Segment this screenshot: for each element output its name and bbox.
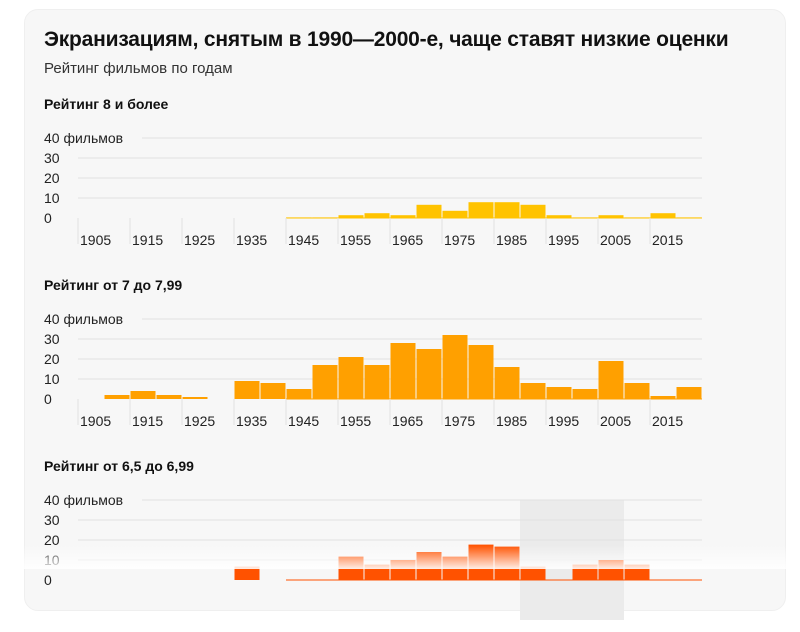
y-tick-label: 40 фильмов xyxy=(44,311,123,327)
chart-rating-8-plus: 0 10 20 30 40 фильмов 1905 1915 1925 1935 1945 195… xyxy=(44,130,702,248)
bar-1945 xyxy=(312,365,338,399)
chart-rating-7-to-799: 0 10 20 30 40 фильмов 1905 1915 1925 1935 1945 195… xyxy=(44,311,702,429)
y-tick-label: 40 фильмов xyxy=(44,130,123,146)
y-tick-label: 0 xyxy=(44,391,52,407)
x-tick-label: 1915 xyxy=(132,413,163,429)
y-tick-label: 10 xyxy=(44,190,60,206)
bar-2010 xyxy=(650,396,676,399)
y-tick-label: 30 xyxy=(44,331,60,347)
bar-1975 xyxy=(468,202,494,218)
x-tick-label: 1955 xyxy=(340,232,371,248)
bar-1930 xyxy=(234,381,260,399)
bar-1995 xyxy=(572,389,598,399)
bar-1950 xyxy=(338,357,364,399)
x-tick-label: 1935 xyxy=(236,232,267,248)
bottom-fade xyxy=(0,545,800,569)
bar-1990 xyxy=(546,215,572,218)
bar-1960 xyxy=(390,343,416,399)
bar-1955 xyxy=(364,213,390,218)
x-tick-label: 1985 xyxy=(496,413,527,429)
x-tick-label: 2005 xyxy=(600,232,631,248)
bar-1940 xyxy=(286,389,312,399)
panel-title-8-plus: Рейтинг 8 и более xyxy=(44,96,169,112)
bar-2000 xyxy=(598,215,624,218)
y-tick-label: 30 xyxy=(44,150,60,166)
bar-1910 xyxy=(130,391,156,399)
panel-title-7-to-799: Рейтинг от 7 до 7,99 xyxy=(44,277,183,293)
bar-1965 xyxy=(416,349,442,399)
bar-1905 xyxy=(104,395,130,399)
y-tick-label: 10 xyxy=(44,371,60,387)
bar-1935 xyxy=(260,383,286,399)
bar-2015 xyxy=(676,387,702,399)
x-tick-label: 1975 xyxy=(444,232,475,248)
y-tick-label: 20 xyxy=(44,170,60,186)
bar-1960 xyxy=(390,215,416,218)
bar-2005 xyxy=(624,383,650,399)
x-tick-label: 2005 xyxy=(600,413,631,429)
x-tick-label: 1995 xyxy=(548,232,579,248)
x-tick-label: 1945 xyxy=(288,232,319,248)
bar-2000 xyxy=(598,361,624,399)
panel-title-65-to-699: Рейтинг от 6,5 до 6,99 xyxy=(44,458,194,474)
chart-subtitle: Рейтинг фильмов по годам xyxy=(44,60,233,77)
x-tick-label: 1965 xyxy=(392,413,423,429)
bar-2010 xyxy=(650,213,676,218)
bar-1915 xyxy=(156,395,182,399)
bar-1950 xyxy=(338,215,364,218)
x-tick-label: 2015 xyxy=(652,413,683,429)
bar-1975 xyxy=(468,345,494,399)
x-tick-label: 1925 xyxy=(184,232,215,248)
chart-card xyxy=(24,9,786,611)
x-tick-label: 1905 xyxy=(80,413,111,429)
x-tick-label: 1955 xyxy=(340,413,371,429)
x-tick-label: 1995 xyxy=(548,413,579,429)
x-tick-label: 1925 xyxy=(184,413,215,429)
y-tick-label: 40 фильмов xyxy=(44,492,123,508)
y-tick-label: 30 xyxy=(44,512,60,528)
bar-1990 xyxy=(546,387,572,399)
x-tick-label: 1975 xyxy=(444,413,475,429)
y-tick-label: 20 xyxy=(44,351,60,367)
x-tick-label: 2015 xyxy=(652,232,683,248)
bar-1980 xyxy=(494,367,520,399)
x-tick-label: 1965 xyxy=(392,232,423,248)
x-tick-label: 1915 xyxy=(132,232,163,248)
x-tick-label: 1985 xyxy=(496,232,527,248)
chart-title: Экранизациям, снятым в 1990—2000-е, чаще… xyxy=(44,28,729,51)
x-tick-label: 1935 xyxy=(236,413,267,429)
bar-1920 xyxy=(182,397,208,399)
bar-1985 xyxy=(520,204,546,218)
y-tick-label: 20 xyxy=(44,532,60,548)
bar-1970 xyxy=(442,210,468,218)
bar-1985 xyxy=(520,383,546,399)
bar-1980 xyxy=(494,202,520,218)
bar-1970 xyxy=(442,335,468,399)
y-tick-label: 0 xyxy=(44,572,52,588)
y-tick-label: 0 xyxy=(44,210,52,226)
bar-1965 xyxy=(416,204,442,218)
x-tick-label: 1905 xyxy=(80,232,111,248)
x-tick-label: 1945 xyxy=(288,413,319,429)
bar-1955 xyxy=(364,365,390,399)
